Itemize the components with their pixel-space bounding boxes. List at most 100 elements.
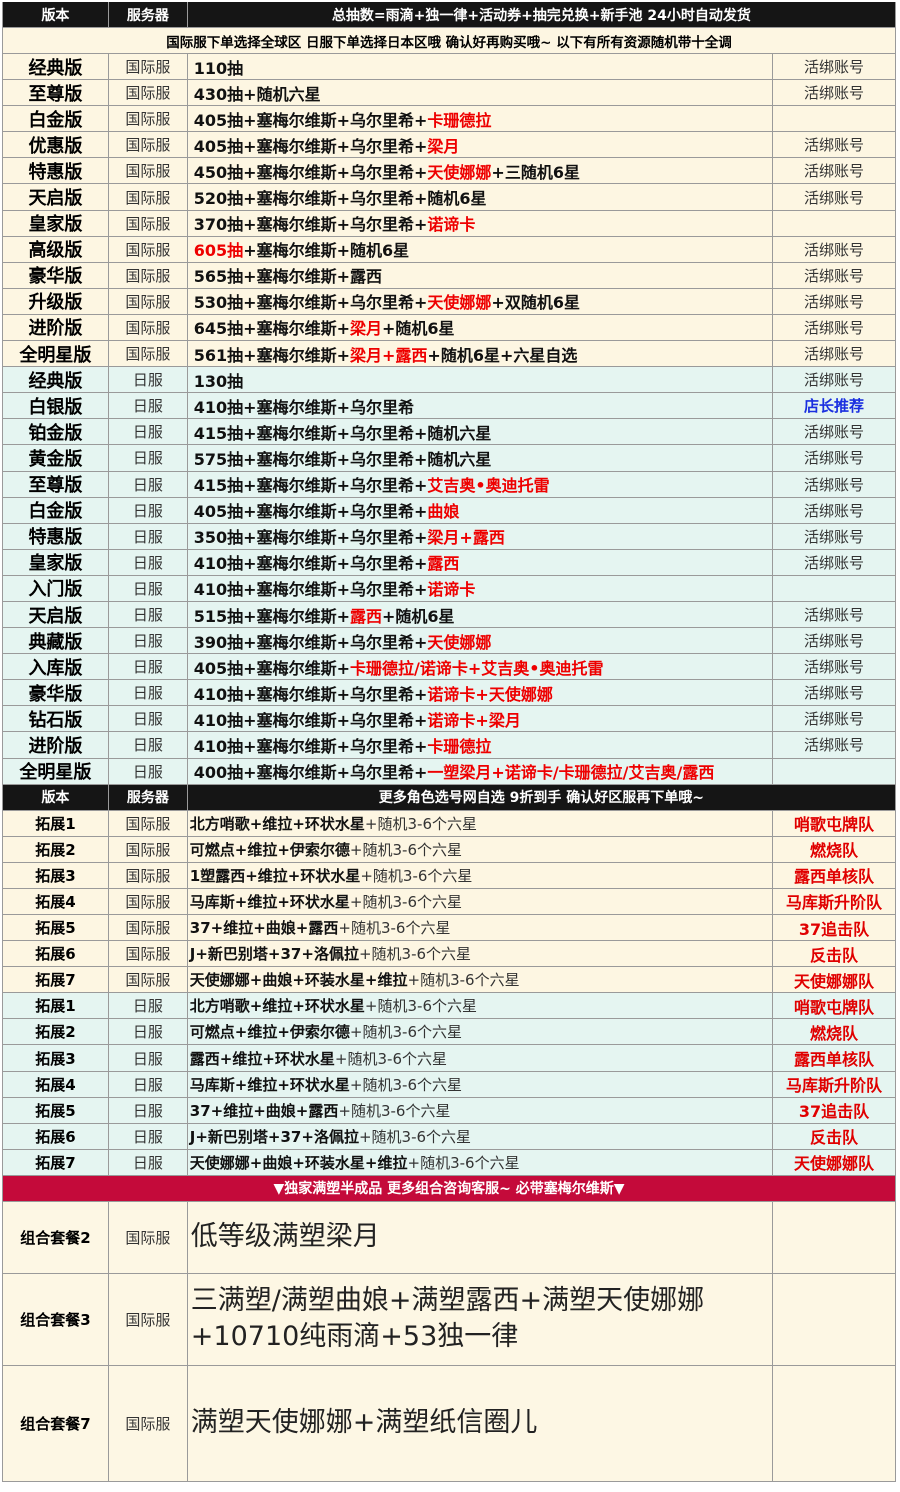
combo-content: 低等级满塑梁月 <box>188 1201 774 1273</box>
ver-row: 至尊版 日服 415抽+塞梅尔维斯+乌尔里希+ 艾吉奥•奥迪托雷 活绑账号 <box>2 471 896 498</box>
version-name: 豪华版 <box>3 680 109 706</box>
version-name: 拓展4 <box>3 888 109 914</box>
note: 马库斯升阶队 <box>773 1071 896 1097</box>
content-text: 露西+维拉+环状水星 <box>189 1049 335 1068</box>
content-text: 415抽+塞梅尔维斯+乌尔里希+ <box>193 476 428 496</box>
content-text: 350抽+塞梅尔维斯+乌尔里希+ <box>193 528 428 548</box>
highlight-text: 艾吉奥•奥迪托雷 <box>427 476 550 496</box>
content-text: 575抽+塞梅尔维斯+乌尔里希+随机六星 <box>193 449 492 469</box>
content-text: J+新巴别塔+37+洛佩拉 <box>189 1127 359 1146</box>
version-name: 拓展1 <box>3 810 109 836</box>
server: 日服 <box>109 523 188 549</box>
version-name: 白金版 <box>3 497 109 523</box>
ver-row: 全明星版 日服 400抽+塞梅尔维斯+乌尔里希+ 一塑梁月+诺谛卡/卡珊德拉/艾吉奥/… <box>2 758 896 785</box>
combos-section: 组合套餐2 国际服 低等级满塑梁月 组合套餐3 国际服 三满塑/满塑曲娘+满塑露西+满塑天… <box>2 1201 896 1482</box>
ext-row: 拓展4 国际服 马库斯+维拉+环状水星 +随机3-6个六星 马库斯升阶队 <box>2 888 896 915</box>
highlight-text: 梁月 <box>350 319 383 339</box>
content-text: +随机3-6个六星 <box>349 840 462 859</box>
note <box>773 1273 896 1365</box>
header-server: 服务器 <box>109 2 188 27</box>
version-name: 进阶版 <box>3 732 109 758</box>
note: 活绑账号 <box>773 132 896 158</box>
note: 燃烧队 <box>773 836 896 862</box>
package-content: 天使娜娜+曲娘+环装水星+维拉 +随机3-6个六星 <box>188 1149 774 1175</box>
content-text: 410抽+塞梅尔维斯+乌尔里希+ <box>193 554 428 574</box>
note: 活绑账号 <box>773 706 896 732</box>
server: 日服 <box>109 445 188 471</box>
server: 国际服 <box>109 54 188 80</box>
content-text: 天使娜娜+曲娘+环装水星+维拉 <box>189 1153 408 1172</box>
server: 日服 <box>109 1123 188 1149</box>
server: 日服 <box>109 1097 188 1123</box>
version-name: 经典版 <box>3 367 109 393</box>
note: 活绑账号 <box>773 601 896 628</box>
ver-row: 钻石版 日服 410抽+塞梅尔维斯+乌尔里希+ 诺谛卡+梁月 活绑账号 <box>2 706 896 733</box>
package-content: 1塑露西+维拉+环状水星 +随机3-6个六星 <box>188 862 774 888</box>
note: 反击队 <box>773 941 896 967</box>
content-text: +双随机6星 <box>491 293 580 313</box>
note: 37追击队 <box>773 1097 896 1123</box>
note: 活绑账号 <box>773 523 896 549</box>
package-content: 400抽+塞梅尔维斯+乌尔里希+ 一塑梁月+诺谛卡/卡珊德拉/艾吉奥/露西 <box>188 758 774 784</box>
versions-section: 经典版 国际服 110抽 活绑账号 至尊版 国际服 430抽+随机六星 活绑账号 白金版 国际服 4… <box>2 54 896 785</box>
highlight-text: 诺谛卡 <box>427 215 476 235</box>
version-name: 拓展5 <box>3 915 109 941</box>
ver-row: 进阶版 国际服 645抽+塞梅尔维斯+ 梁月 +随机6星 活绑账号 <box>2 314 896 342</box>
highlight-text: 605抽 <box>193 241 244 261</box>
ver-row: 进阶版 日服 410抽+塞梅尔维斯+乌尔里希+ 卡珊德拉 活绑账号 <box>2 732 896 759</box>
highlight-text: 梁月+露西 <box>427 528 505 548</box>
version-name: 拓展2 <box>3 836 109 862</box>
content-text: 370抽+塞梅尔维斯+乌尔里希+ <box>193 215 428 235</box>
server: 日服 <box>109 654 188 680</box>
combo-content: 三满塑/满塑曲娘+满塑露西+满塑天使娜娜+10710纯雨滴+53独一律 <box>188 1273 774 1365</box>
version-name: 特惠版 <box>3 523 109 549</box>
server: 国际服 <box>109 341 188 367</box>
server: 国际服 <box>109 915 188 941</box>
server: 国际服 <box>109 1273 188 1365</box>
content-text: J+新巴别塔+37+洛佩拉 <box>189 945 359 964</box>
combo-row: 组合套餐2 国际服 低等级满塑梁月 <box>2 1201 896 1274</box>
package-content: 410抽+塞梅尔维斯+乌尔里希+ 露西 <box>188 549 774 575</box>
content-text: 515抽+塞梅尔维斯+ <box>193 606 350 626</box>
version-name: 拓展4 <box>3 1071 109 1097</box>
combo-row: 组合套餐7 国际服 满塑天使娜娜+满塑纸信圈儿 <box>2 1365 896 1482</box>
ver-row: 特惠版 日服 350抽+塞梅尔维斯+乌尔里希+ 梁月+露西 活绑账号 <box>2 523 896 550</box>
package-content: 530抽+塞梅尔维斯+乌尔里希+ 天使娜娜 +双随机6星 <box>188 288 774 314</box>
version-name: 升级版 <box>3 288 109 314</box>
content-text: 可燃点+维拉+伊索尔德 <box>189 1023 350 1042</box>
server: 国际服 <box>109 184 188 210</box>
combo-name: 组合套餐2 <box>3 1201 109 1273</box>
content-text: 37+维拉+曲娘+露西 <box>189 919 339 938</box>
server: 日服 <box>109 367 188 393</box>
content-text: +随机3-6个六星 <box>349 1075 462 1094</box>
extensions-section: 拓展1 国际服 北方哨歌+维拉+环状水星 +随机3-6个六星 哨歌屯牌队 拓展2 国际服可燃… <box>2 810 896 1176</box>
note: 活绑账号 <box>773 54 896 80</box>
content-text: +三随机6星 <box>491 162 580 182</box>
note: 37追击队 <box>773 915 896 941</box>
content-text: 1塑露西+维拉+环状水星 <box>189 866 361 885</box>
ext-row: 拓展1 国际服 北方哨歌+维拉+环状水星 +随机3-6个六星 哨歌屯牌队 <box>2 810 896 837</box>
package-content: J+新巴别塔+37+洛佩拉 +随机3-6个六星 <box>188 941 774 967</box>
content-text: 马库斯+维拉+环状水星 <box>189 892 350 911</box>
content-text: +随机3-6个六星 <box>358 945 472 964</box>
ver-row: 豪华版 国际服 565抽+塞梅尔维斯+露西 活绑账号 <box>2 262 896 289</box>
package-content: 马库斯+维拉+环状水星 +随机3-6个六星 <box>188 888 774 914</box>
header-row: 版本 服务器 总抽数=雨滴+独一律+活动券+抽完兑换+新手池 24小时自动发货 <box>2 2 896 28</box>
ext-row: 拓展3 日服 露西+维拉+环状水星 +随机3-6个六星 露西单核队 <box>2 1045 896 1072</box>
note <box>773 1365 896 1481</box>
server: 日服 <box>109 1149 188 1175</box>
content-text: 430抽+随机六星 <box>193 84 321 104</box>
content-text: +随机3-6个六星 <box>334 1049 447 1068</box>
version-name: 拓展3 <box>3 1045 109 1071</box>
version-name: 优惠版 <box>3 132 109 158</box>
content-text: 110抽 <box>193 58 244 78</box>
note: 燃烧队 <box>773 1019 896 1045</box>
highlight-text: 诺谛卡+梁月 <box>427 710 521 730</box>
highlight-text: 诺谛卡+天使娜娜 <box>427 684 553 704</box>
note: 活绑账号 <box>773 288 896 314</box>
server: 国际服 <box>109 80 188 106</box>
server: 日服 <box>109 1019 188 1045</box>
content-text: +随机6星+六星自选 <box>427 345 578 365</box>
highlight-text: 露西 <box>350 606 383 626</box>
combo-content: 满塑天使娜娜+满塑纸信圈儿 <box>188 1365 774 1481</box>
